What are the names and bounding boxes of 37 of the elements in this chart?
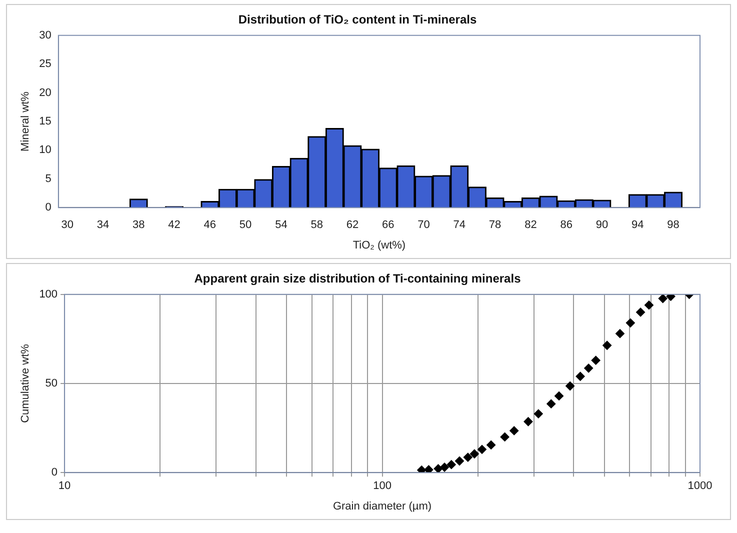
- x-tick-label: 74: [453, 219, 466, 232]
- y-tick-label: 100: [39, 288, 58, 300]
- chart-title: Distribution of TiO₂ content in Ti-minerals: [238, 12, 477, 27]
- x-tick-label: 100: [373, 480, 392, 492]
- y-tick-label: 10: [39, 144, 52, 156]
- y-tick-label: 20: [39, 86, 52, 99]
- x-tick-label: 94: [632, 219, 644, 232]
- x-tick-label: 30: [61, 219, 74, 232]
- x-tick-label: 86: [560, 219, 572, 232]
- x-tick-label: 50: [239, 219, 252, 232]
- x-tick-label: 98: [667, 219, 680, 232]
- x-tick-label: 10: [58, 480, 71, 492]
- y-tick-label: 50: [45, 378, 58, 390]
- x-tick-label: 90: [596, 219, 608, 232]
- y-tick-label: 30: [39, 29, 52, 42]
- chart-title: Apparent grain size distribution of Ti-containing minerals: [194, 272, 522, 286]
- y-tick-label: 0: [51, 466, 58, 479]
- x-tick-label: 46: [204, 219, 216, 232]
- x-tick-label: 70: [418, 219, 430, 232]
- x-tick-label: 38: [132, 219, 145, 232]
- x-tick-label: 62: [346, 219, 359, 232]
- x-tick-label: 54: [275, 219, 288, 232]
- x-tick-label: 82: [524, 219, 537, 232]
- y-tick-label: 5: [45, 172, 52, 185]
- x-tick-label: 42: [168, 219, 180, 232]
- y-tick-label: 15: [39, 116, 52, 128]
- x-tick-label: 34: [96, 219, 110, 232]
- x-axis-title: Grain diameter (µm): [332, 500, 432, 512]
- y-tick-label: 25: [39, 58, 52, 70]
- y-axis-title: Cumulative wt%: [20, 344, 32, 423]
- x-tick-label: 78: [488, 219, 502, 232]
- x-axis-title: TiO₂ (wt%): [352, 239, 406, 252]
- x-tick-label: 58: [310, 219, 323, 232]
- x-tick-label: 66: [382, 219, 394, 232]
- y-axis-title: Mineral wt%: [20, 91, 32, 152]
- y-tick-label: 0: [45, 202, 52, 214]
- x-tick-label: 1000: [688, 480, 712, 492]
